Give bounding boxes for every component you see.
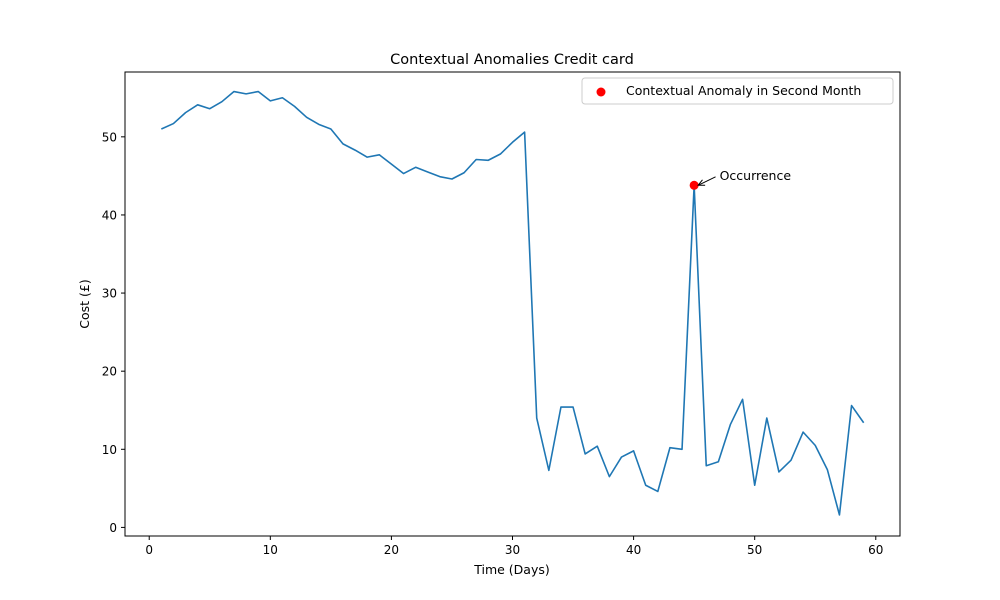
annotation: Occurrence	[697, 168, 792, 186]
y-axis-label: Cost (£)	[77, 279, 92, 328]
y-tick-label: 30	[102, 287, 117, 301]
legend-box	[581, 77, 894, 105]
y-tick-label: 10	[102, 443, 117, 457]
cost-line	[161, 90, 865, 516]
legend-label: Contextual Anomaly in Second Month	[626, 83, 861, 98]
x-tick-label: 30	[505, 543, 520, 557]
chart-title: Contextual Anomalies Credit card	[390, 52, 634, 68]
y-tick-label: 50	[102, 130, 117, 144]
x-tick-label: 50	[747, 543, 762, 557]
annotation-label: Occurrence	[720, 168, 792, 183]
x-tick-label: 10	[263, 543, 278, 557]
x-tick-label: 60	[868, 543, 883, 557]
x-tick-label: 20	[384, 543, 399, 557]
x-tick-label: 40	[626, 543, 641, 557]
x-axis-label: Time (Days)	[473, 562, 550, 577]
annotation-arrowhead	[697, 179, 706, 186]
legend: Contextual Anomaly in Second Month	[581, 77, 894, 105]
y-tick-label: 20	[102, 365, 117, 379]
y-tick-label: 0	[109, 521, 117, 535]
anomaly-point	[689, 180, 699, 190]
y-tick-label: 40	[102, 208, 117, 222]
annotation-arrow	[697, 176, 716, 186]
plot-area	[161, 90, 865, 516]
x-tick-label: 0	[145, 543, 153, 557]
axes: 0 10 20 30 40 50 60 0 10 20 30 40 50	[102, 130, 884, 557]
legend-marker	[596, 87, 606, 97]
